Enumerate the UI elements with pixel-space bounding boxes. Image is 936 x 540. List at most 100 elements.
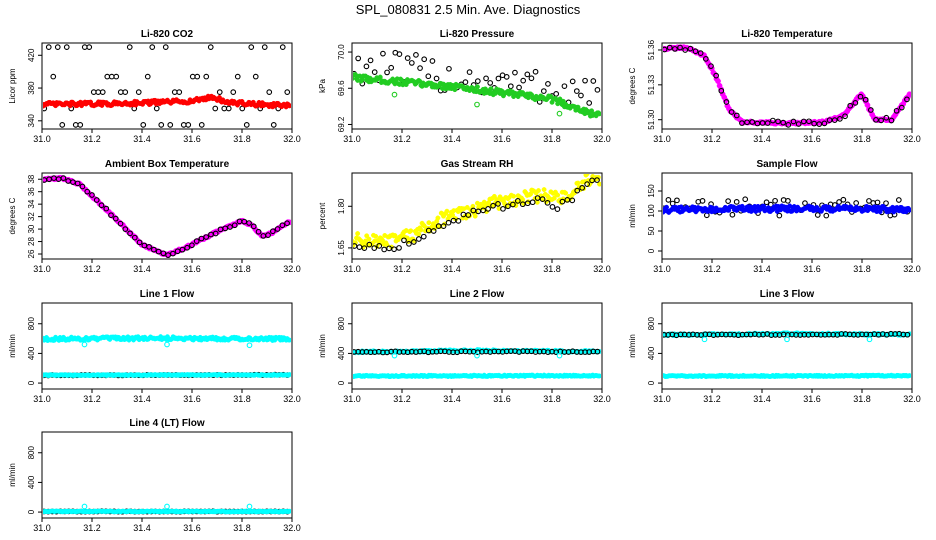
point: [366, 241, 373, 248]
x-tick-label: 31.6: [493, 394, 511, 404]
point: [534, 195, 541, 201]
point: [821, 120, 828, 127]
point: [800, 118, 807, 125]
point: [539, 196, 546, 202]
point: [790, 118, 797, 125]
point: [274, 226, 281, 232]
panel-title: Line 2 Flow: [450, 289, 505, 300]
point: [866, 336, 873, 343]
x-tick-label: 31.0: [343, 394, 361, 404]
plot-area: [353, 347, 601, 380]
y-tick-label: 800: [27, 446, 36, 460]
point: [472, 213, 478, 219]
point: [532, 68, 539, 75]
point: [384, 69, 390, 76]
panel-title: Li-820 Pressure: [440, 29, 515, 40]
point: [54, 44, 61, 50]
panel-title: Li-820 CO2: [141, 29, 194, 40]
point: [373, 233, 379, 239]
point: [764, 120, 771, 126]
y-tick-label: 420: [27, 48, 36, 62]
point: [89, 192, 95, 198]
point: [117, 220, 124, 227]
point: [50, 73, 57, 80]
point: [544, 199, 551, 206]
plot-frame: [661, 42, 913, 130]
point: [556, 110, 563, 117]
point: [725, 198, 731, 204]
point: [674, 197, 680, 204]
point: [408, 228, 414, 234]
point: [112, 215, 119, 222]
point: [510, 201, 516, 208]
point: [221, 105, 228, 112]
series-0: [663, 44, 911, 127]
point: [561, 83, 568, 90]
x-tick-label: 31.4: [133, 394, 151, 404]
x-tick-label: 32.0: [903, 394, 921, 404]
y-tick-label: 1.65: [337, 240, 346, 256]
x-tick-label: 31.4: [133, 523, 151, 533]
point: [474, 78, 481, 84]
y-tick-label: 36: [27, 187, 36, 196]
point: [113, 73, 120, 80]
point: [540, 88, 547, 94]
point: [573, 88, 580, 94]
panel-title: Ambient Box Temperature: [105, 159, 230, 170]
point: [230, 89, 237, 95]
point: [287, 103, 291, 109]
y-tick-label: 0: [647, 248, 656, 253]
point: [767, 201, 774, 208]
y-axis-label: Licor ppm: [8, 68, 17, 103]
series-2: [391, 352, 563, 359]
point: [155, 248, 162, 255]
series-1: [663, 44, 910, 128]
panels: Li-820 CO2 Licor ppm 31.0 31.2 31.4 31.6 31.8 3…: [8, 29, 921, 533]
point: [597, 181, 601, 187]
y-tick-label: 800: [27, 317, 36, 331]
point: [488, 86, 494, 92]
point: [733, 112, 740, 119]
x-tick-label: 31.2: [703, 394, 721, 404]
y-tick-label: 69.2: [337, 116, 346, 132]
point: [485, 205, 491, 212]
point: [569, 78, 576, 85]
point: [784, 336, 790, 343]
point: [417, 65, 423, 71]
point: [255, 228, 262, 235]
series-2: [701, 336, 873, 343]
y-tick-label: 150: [647, 184, 656, 198]
point: [511, 193, 517, 199]
x-tick-label: 31.4: [753, 264, 771, 274]
point: [837, 115, 843, 122]
point: [462, 79, 469, 85]
point: [81, 44, 88, 50]
point: [487, 80, 494, 86]
point: [474, 352, 480, 359]
point: [594, 177, 600, 183]
y-tick-label: 340: [27, 114, 36, 128]
plot-area: [663, 44, 911, 128]
y-tick-label: 380: [27, 81, 36, 95]
point: [584, 181, 590, 187]
point: [99, 89, 106, 95]
point: [391, 352, 398, 359]
point: [582, 77, 588, 84]
series-1: [43, 175, 290, 258]
point: [490, 202, 496, 209]
point: [122, 89, 129, 95]
point: [772, 197, 778, 204]
point: [103, 205, 110, 212]
x-tick-label: 31.0: [33, 523, 51, 533]
x-tick-label: 31.0: [33, 264, 51, 274]
x-tick-label: 31.8: [853, 264, 871, 274]
point: [541, 187, 547, 193]
point: [728, 109, 735, 115]
point: [480, 207, 487, 214]
point: [284, 220, 290, 227]
point: [802, 200, 808, 206]
point: [158, 122, 165, 128]
plot-frame: [351, 42, 603, 130]
point: [780, 119, 787, 126]
point: [840, 196, 847, 203]
